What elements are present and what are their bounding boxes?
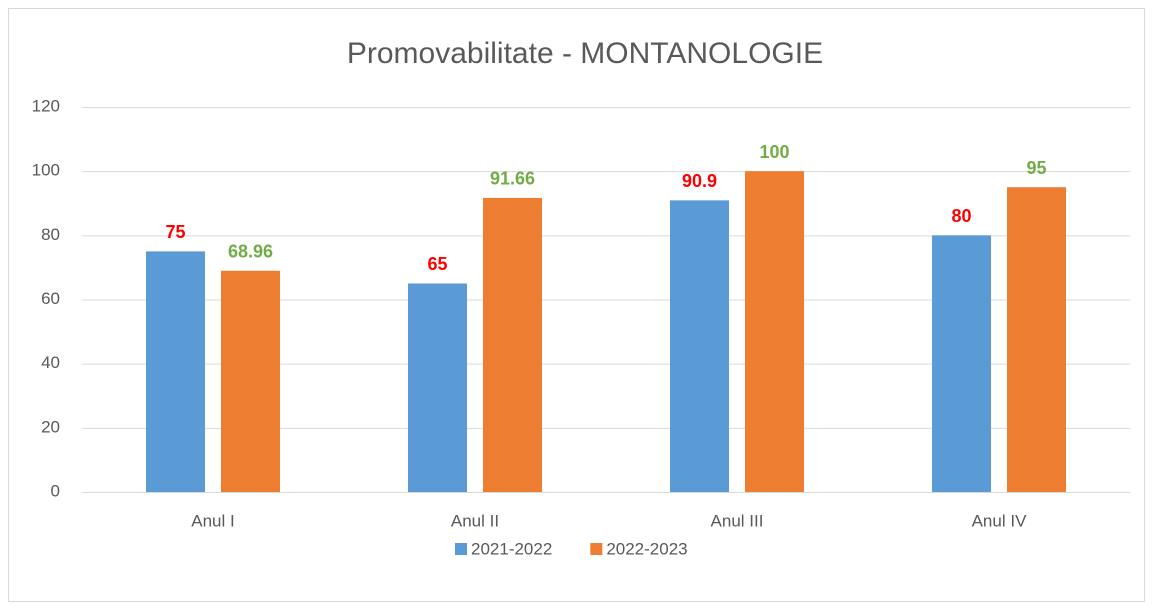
y-tick-label: 120 xyxy=(32,96,60,115)
bar xyxy=(408,283,467,492)
legend-label: 2022-2023 xyxy=(606,539,687,558)
y-tick-label: 60 xyxy=(41,289,60,308)
y-tick-label: 40 xyxy=(41,353,60,372)
legend-swatch xyxy=(455,543,467,555)
y-tick-label: 80 xyxy=(41,225,60,244)
data-label: 91.66 xyxy=(490,169,535,189)
bar xyxy=(146,251,205,492)
legend-swatch xyxy=(590,543,603,555)
bar xyxy=(932,235,991,493)
data-label: 65 xyxy=(427,254,447,274)
bar xyxy=(483,197,542,492)
chart-title: Promovabilitate - MONTANOLOGIE xyxy=(347,37,823,70)
y-tick-label: 100 xyxy=(32,161,60,180)
bar xyxy=(745,171,804,492)
bar xyxy=(1007,187,1066,493)
x-tick-label: Anul III xyxy=(711,511,764,530)
data-label: 75 xyxy=(165,222,185,242)
data-label: 68.96 xyxy=(228,242,273,262)
data-label: 80 xyxy=(951,206,971,226)
bar xyxy=(221,270,280,492)
data-label: 100 xyxy=(759,142,789,162)
x-tick-label: Anul II xyxy=(451,511,499,530)
x-tick-label: Anul I xyxy=(191,511,234,530)
y-tick-label: 20 xyxy=(41,417,60,436)
y-tick-label: 0 xyxy=(51,481,60,500)
bar xyxy=(670,200,729,493)
data-label: 95 xyxy=(1026,158,1046,178)
x-tick-label: Anul IV xyxy=(972,511,1027,530)
legend-label: 2021-2022 xyxy=(471,539,552,558)
data-label: 90.9 xyxy=(682,171,717,191)
